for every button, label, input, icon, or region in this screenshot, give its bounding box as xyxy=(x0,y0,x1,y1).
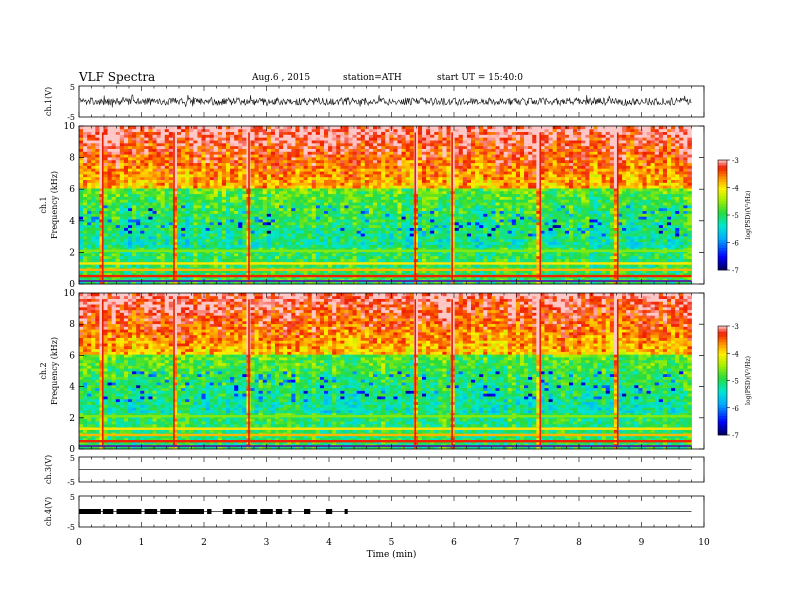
xtick-4: 4 xyxy=(326,538,332,548)
ch4-pulse-0 xyxy=(79,509,101,514)
ylabel-ch.1: Frequency (kHz) xyxy=(50,171,59,239)
ytick-ch.1-0: 0 xyxy=(69,280,75,290)
xtick-6: 6 xyxy=(451,538,457,548)
ch4-pulse-11 xyxy=(275,509,283,514)
colorbar-tick-ch.2-4: -4 xyxy=(732,350,739,358)
ytick-top-0: 5 xyxy=(70,83,75,92)
band-ch.2-0 xyxy=(79,440,692,443)
band-ch.2-2 xyxy=(79,427,692,430)
xtick-9: 9 xyxy=(639,538,645,548)
band-ch.1-1 xyxy=(79,268,692,271)
colorbar-label-ch.2: log(PSD)(V²/Hz) xyxy=(745,356,752,405)
ch4-pulse-15 xyxy=(344,509,348,514)
channel-label-ch.2: ch.2 xyxy=(39,362,48,379)
ch4-pulse-8 xyxy=(235,509,245,514)
ch4-pulse-10 xyxy=(260,509,273,514)
x-axis-label: Time (min) xyxy=(367,549,417,560)
xtick-8: 8 xyxy=(576,538,582,548)
baseline-ch.2 xyxy=(79,445,692,448)
xtick-0: 0 xyxy=(76,538,82,548)
ylabel-3: ch.3(V) xyxy=(44,455,53,484)
ch4-pulse-7 xyxy=(222,509,233,514)
colorbar-tick-ch.2-5: -5 xyxy=(732,378,739,386)
channel-label-ch.1: ch.1 xyxy=(39,196,48,213)
band-ch.2-1 xyxy=(79,433,692,437)
ytick-top-3: 5 xyxy=(70,454,75,463)
colorbar-tick-ch.1-3: -3 xyxy=(732,157,739,165)
colorbar-tick-ch.2-6: -6 xyxy=(732,405,739,413)
ch4-pulse-5 xyxy=(179,509,204,514)
ytick-bottom-0: -5 xyxy=(67,113,75,122)
colorbar-tick-ch.1-4: -4 xyxy=(732,185,739,193)
ch4-pulse-9 xyxy=(247,509,258,514)
ylabel-0: ch.1(V) xyxy=(44,87,53,116)
ytick-ch.2-4: 4 xyxy=(69,383,75,393)
ch4-pulse-1 xyxy=(102,509,114,514)
ytick-ch.2-6: 6 xyxy=(69,351,75,361)
ch4-pulse-12 xyxy=(288,509,292,514)
band-ch.1-2 xyxy=(79,262,692,265)
xtick-3: 3 xyxy=(264,538,270,548)
baseline-ch.1 xyxy=(79,280,692,283)
ch1-waveform xyxy=(78,94,692,108)
start-time-label: start UT = 15:40:0 xyxy=(437,73,523,83)
ch4-pulse-4 xyxy=(160,509,176,514)
spectrogram-ch.2 xyxy=(79,293,692,450)
xtick-5: 5 xyxy=(389,538,395,548)
station-label: station=ATH xyxy=(343,73,402,83)
colorbar-tick-ch.2-7: -7 xyxy=(732,432,739,440)
ytick-ch.1-8: 8 xyxy=(69,154,75,164)
band-ch.1-3 xyxy=(79,249,692,253)
figure-title: VLF Spectra xyxy=(79,70,156,84)
ytick-ch.2-10: 10 xyxy=(64,289,76,299)
ytick-ch.1-2: 2 xyxy=(69,248,75,258)
ytick-ch.2-2: 2 xyxy=(69,414,75,424)
band-ch.2-3 xyxy=(79,415,692,418)
ch4-pulse-13 xyxy=(304,509,311,514)
ytick-bottom-4: -5 xyxy=(67,523,75,532)
spectrogram-ch.1 xyxy=(79,126,692,285)
ch4-pulse-14 xyxy=(325,509,333,514)
colorbar-tick-ch.1-7: -7 xyxy=(732,267,739,275)
ch4-pulse-3 xyxy=(144,509,158,514)
xtick-10: 10 xyxy=(698,538,710,548)
colorbar-tick-ch.2-3: -3 xyxy=(732,323,739,331)
ytick-ch.1-4: 4 xyxy=(69,217,75,227)
ch4-pulse-2 xyxy=(116,509,142,514)
ytick-ch.1-6: 6 xyxy=(69,185,75,195)
date-label: Aug.6 , 2015 xyxy=(252,73,311,83)
colorbar-tick-ch.1-5: -5 xyxy=(732,212,739,220)
colorbar-tick-ch.1-6: -6 xyxy=(732,240,739,248)
ylabel-4: ch.4(V) xyxy=(44,497,53,526)
ytick-bottom-3: -5 xyxy=(67,478,75,487)
ytick-ch.1-10: 10 xyxy=(64,122,76,132)
xtick-1: 1 xyxy=(139,538,145,548)
ytick-ch.2-0: 0 xyxy=(69,445,75,455)
xtick-7: 7 xyxy=(514,538,520,548)
ytick-top-4: 5 xyxy=(70,493,75,502)
band-ch.1-0 xyxy=(79,274,692,278)
ylabel-ch.2: Frequency (kHz) xyxy=(50,337,59,405)
ch4-pulse-6 xyxy=(207,509,212,514)
ytick-ch.2-8: 8 xyxy=(69,320,75,330)
colorbar-label-ch.1: log(PSD)(V²/Hz) xyxy=(745,191,752,240)
xtick-2: 2 xyxy=(201,538,207,548)
